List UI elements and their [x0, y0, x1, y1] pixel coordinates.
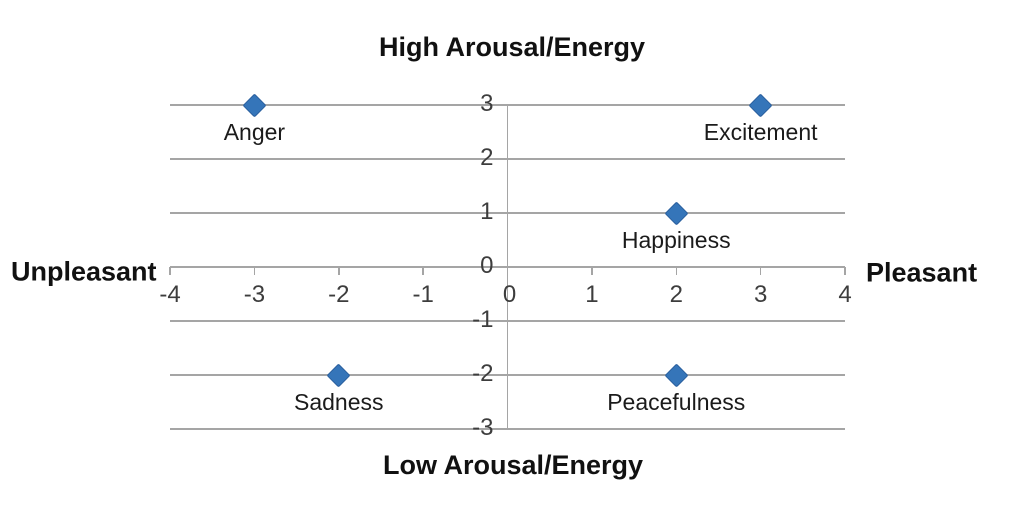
y-tick-label: 0 [480, 251, 494, 279]
axis-label-pleasant: Pleasant [866, 257, 978, 288]
y-tick-label: -3 [472, 413, 494, 441]
x-tick-mark [422, 267, 424, 275]
x-tick-label: -1 [412, 281, 434, 308]
y-tick-label: -2 [472, 359, 494, 387]
axis-label-unpleasant: Unpleasant [11, 256, 157, 287]
x-tick-mark [759, 267, 762, 275]
x-tick-label: 2 [669, 281, 683, 308]
chart-title-low-arousal: Low Arousal/Energy [382, 450, 644, 480]
data-point-excitement [748, 92, 773, 118]
x-tick-mark [253, 267, 256, 275]
gridline [170, 428, 845, 430]
data-point-label-happiness: Happiness [621, 227, 731, 253]
x-tick-label: 0 [502, 281, 517, 308]
data-point-sadness [326, 362, 351, 388]
chart-title-high-arousal: High Arousal/Energy [378, 32, 646, 62]
x-tick-mark [591, 267, 593, 275]
x-tick-mark [844, 267, 846, 275]
y-tick-label: 3 [480, 89, 494, 117]
x-tick-mark [506, 267, 509, 275]
y-tick-label: 1 [480, 197, 494, 225]
x-tick-label: -2 [328, 281, 350, 308]
x-tick-label: -3 [243, 281, 266, 308]
data-point-peacefulness [664, 362, 689, 388]
x-tick-label: -4 [159, 281, 181, 308]
x-tick-label: 1 [585, 281, 599, 308]
x-tick-label: 3 [753, 281, 768, 308]
data-point-label-excitement: Excitement [703, 119, 818, 145]
y-tick-label: 2 [480, 143, 494, 171]
y-tick-label: -1 [472, 305, 494, 333]
data-point-anger [242, 92, 267, 118]
x-tick-mark [675, 267, 677, 275]
data-point-label-peacefulness: Peacefulness [607, 389, 746, 415]
data-point-label-anger: Anger [223, 119, 286, 145]
x-tick-mark [338, 267, 340, 275]
data-point-happiness [664, 200, 689, 226]
x-tick-label: 4 [838, 281, 852, 308]
x-tick-mark [169, 267, 171, 275]
data-point-label-sadness: Sadness [293, 389, 384, 415]
